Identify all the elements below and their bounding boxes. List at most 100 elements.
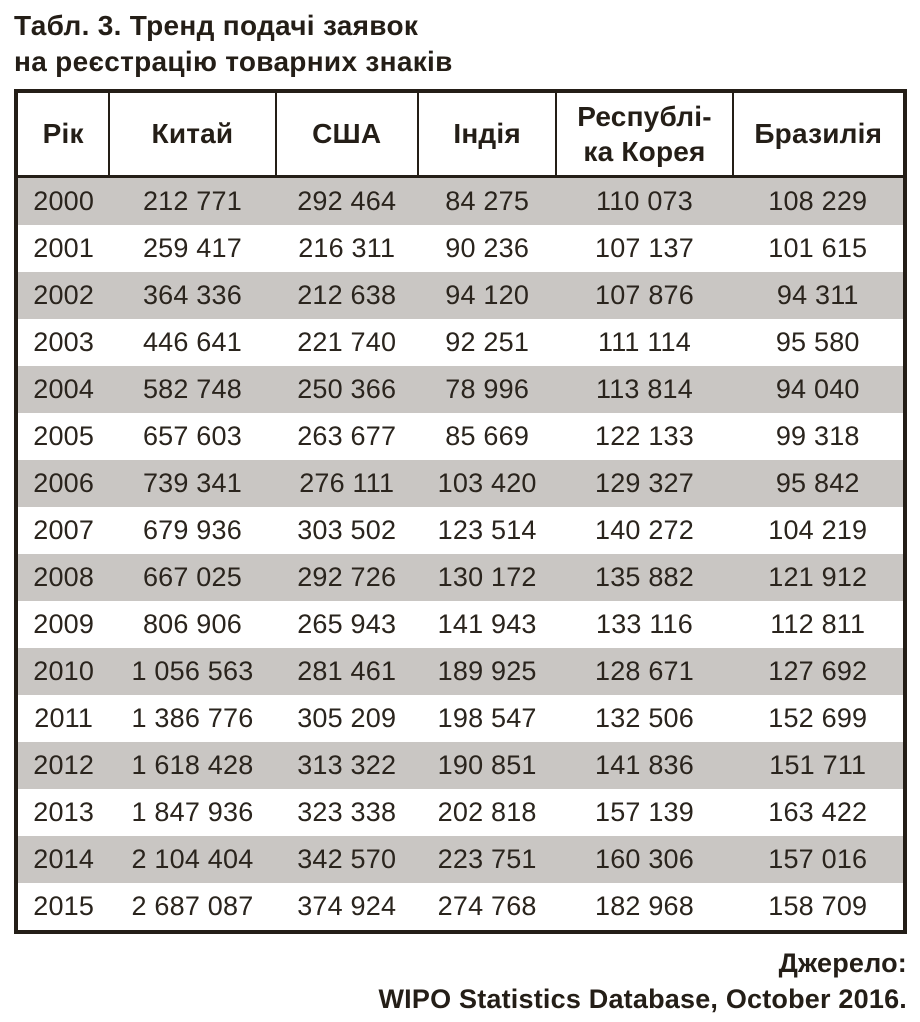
- table-row: 2011 1 386 776 305 209 198 547 132 506 152 69…: [16, 694, 905, 742]
- value-cell: 132 506: [594, 702, 694, 733]
- header-usa: США: [275, 90, 419, 178]
- year-cell: 2004: [33, 373, 95, 404]
- value-cell: 221 740: [297, 326, 397, 357]
- table-row: 2006 739 341 276 111 103 420 129 327 95 842: [16, 459, 905, 507]
- year-cell: 2015: [33, 890, 95, 921]
- value-cell: 281 461: [297, 655, 397, 686]
- value-cell: 657 603: [142, 420, 242, 451]
- table-row: 2013 1 847 936 323 338 202 818 157 139 163 42…: [16, 788, 905, 836]
- table-row: 2012 1 618 428 313 322 190 851 141 836 151 71…: [16, 741, 905, 789]
- value-cell: 141 943: [437, 608, 537, 639]
- value-cell: 216 311: [298, 232, 396, 263]
- year-cell: 2001: [33, 232, 95, 263]
- value-cell: 140 272: [594, 514, 694, 545]
- table-row: 2009 806 906 265 943 141 943 133 116 112 811: [16, 600, 905, 648]
- value-cell: 582 748: [142, 373, 242, 404]
- value-cell: 323 338: [297, 796, 397, 827]
- value-cell: 94 120: [445, 279, 530, 310]
- value-cell: 121 912: [768, 561, 868, 592]
- value-cell: 157 016: [768, 843, 868, 874]
- value-cell: 94 311: [776, 279, 859, 310]
- year-cell: 2006: [33, 467, 95, 498]
- value-cell: 141 836: [594, 749, 694, 780]
- table-row: 2015 2 687 087 374 924 274 768 182 968 158 70…: [16, 882, 905, 932]
- value-cell: 152 699: [768, 702, 868, 733]
- year-cell: 2013: [33, 796, 95, 827]
- value-cell: 202 818: [437, 796, 537, 827]
- value-cell: 107 137: [594, 232, 694, 263]
- value-cell: 292 726: [297, 561, 397, 592]
- table-row: 2002 364 336 212 638 94 120 107 876 94 311: [16, 271, 905, 319]
- value-cell: 446 641: [142, 326, 242, 357]
- table-title-line2: на реєстрацію товарних знаків: [14, 45, 453, 77]
- table-row: 2005 657 603 263 677 85 669 122 133 99 318: [16, 412, 905, 460]
- header-row: Рік Китай США Індія Республі- ка Корея Б…: [16, 90, 905, 178]
- value-cell: 1 847 936: [131, 796, 254, 827]
- year-cell: 2002: [33, 279, 95, 310]
- year-cell: 2012: [33, 749, 95, 780]
- value-cell: 158 709: [768, 890, 868, 921]
- value-cell: 104 219: [768, 514, 868, 545]
- value-cell: 103 420: [437, 467, 537, 498]
- value-cell: 1 386 776: [131, 702, 254, 733]
- header-brazil: Бразилія: [732, 90, 905, 178]
- value-cell: 110 073: [595, 185, 693, 216]
- value-cell: 107 876: [594, 279, 694, 310]
- value-cell: 160 306: [594, 843, 694, 874]
- header-year: Рік: [16, 90, 111, 178]
- year-cell: 2009: [33, 608, 95, 639]
- value-cell: 111 114: [597, 326, 691, 357]
- value-cell: 94 040: [775, 373, 860, 404]
- value-cell: 190 851: [437, 749, 537, 780]
- value-cell: 2 104 404: [131, 843, 254, 874]
- value-cell: 679 936: [142, 514, 242, 545]
- value-cell: 84 275: [445, 185, 530, 216]
- value-cell: 212 771: [142, 185, 242, 216]
- header-china: Китай: [109, 90, 277, 178]
- value-cell: 274 768: [437, 890, 537, 921]
- value-cell: 667 025: [142, 561, 242, 592]
- year-cell: 2000: [33, 185, 95, 216]
- value-cell: 163 422: [768, 796, 868, 827]
- year-cell: 2007: [33, 514, 95, 545]
- value-cell: 739 341: [142, 467, 242, 498]
- table-title-line1: Табл. 3. Тренд подачі заявок: [14, 10, 419, 41]
- year-cell: 2003: [33, 326, 95, 357]
- table-row: 2010 1 056 563 281 461 189 925 128 671 127 69…: [16, 647, 905, 695]
- year-cell: 2005: [33, 420, 95, 451]
- value-cell: 101 615: [768, 232, 868, 263]
- value-cell: 292 464: [297, 185, 397, 216]
- value-cell: 90 236: [445, 232, 530, 263]
- value-cell: 374 924: [297, 890, 397, 921]
- value-cell: 95 842: [775, 467, 860, 498]
- value-cell: 198 547: [437, 702, 537, 733]
- value-cell: 212 638: [297, 279, 397, 310]
- table-row: 2001 259 417 216 311 90 236 107 137 101 615: [16, 224, 905, 272]
- value-cell: 313 322: [297, 749, 397, 780]
- value-cell: 1 056 563: [131, 655, 254, 686]
- year-cell: 2014: [33, 843, 95, 874]
- table-row: 2007 679 936 303 502 123 514 140 272 104 219: [16, 506, 905, 554]
- value-cell: 112 811: [770, 608, 866, 639]
- table-row: 2000 212 771 292 464 84 275 110 073 108 229: [16, 176, 905, 225]
- value-cell: 2 687 087: [131, 890, 254, 921]
- source-reference: WIPO Statistics Database, October 2016.: [378, 984, 907, 1015]
- value-cell: 127 692: [768, 655, 868, 686]
- value-cell: 113 814: [595, 373, 693, 404]
- table-header: Рік Китай США Індія Республі- ка Корея Б…: [16, 90, 905, 178]
- value-cell: 259 417: [142, 232, 242, 263]
- value-cell: 128 671: [594, 655, 694, 686]
- table-title: Табл. 3. Тренд подачі заявок на реєстрац…: [14, 8, 906, 80]
- value-cell: 250 366: [297, 373, 397, 404]
- value-cell: 265 943: [297, 608, 397, 639]
- source-label: Джерело:: [778, 947, 907, 978]
- value-cell: 276 111: [299, 467, 395, 498]
- value-cell: 1 618 428: [131, 749, 254, 780]
- value-cell: 223 751: [437, 843, 537, 874]
- value-cell: 122 133: [594, 420, 694, 451]
- value-cell: 92 251: [445, 326, 530, 357]
- value-cell: 806 906: [142, 608, 242, 639]
- table-row: 2003 446 641 221 740 92 251 111 114 95 580: [16, 318, 905, 366]
- value-cell: 130 172: [437, 561, 537, 592]
- value-cell: 129 327: [594, 467, 694, 498]
